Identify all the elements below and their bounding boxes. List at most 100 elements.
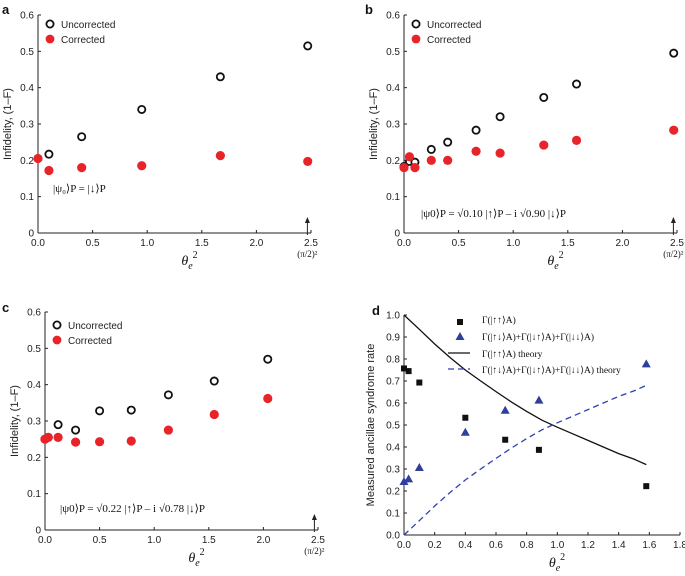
legend-label: Γ(|↑↑⟩A) theory: [482, 349, 543, 360]
legend-corrected-label: Corrected: [68, 336, 112, 347]
triangle-point: [460, 427, 470, 436]
x-tick-label: 2.5: [670, 238, 684, 249]
uncorrected-point: [669, 48, 679, 58]
legend-corrected-label: Corrected: [61, 35, 105, 46]
square-point: [502, 436, 509, 443]
y-tick-label: 0.7: [386, 377, 400, 388]
legend-uncorrected-symbol: [52, 320, 62, 330]
x-tick-label: 0.5: [93, 535, 107, 546]
y-tick-label: 0.4: [20, 83, 34, 94]
x-tick-label: 2.5: [311, 535, 325, 546]
uncorrected-point: [53, 420, 63, 430]
x-tick-label: 0.0: [397, 540, 411, 551]
uncorrected-point: [126, 405, 136, 415]
corrected-point: [426, 155, 436, 165]
uncorrected-point: [44, 149, 54, 159]
square-point: [416, 379, 423, 386]
x-tick-label: 1.6: [642, 540, 656, 551]
x-tick-label: 1.0: [147, 535, 161, 546]
x-axis-label: θe2: [181, 250, 197, 272]
legend-corrected-symbol: [45, 34, 55, 44]
legend-corrected-symbol: [411, 34, 421, 44]
y-tick-label: 0.4: [386, 443, 400, 454]
corrected-point: [443, 155, 453, 165]
uncorrected-point: [137, 104, 147, 114]
legend-corrected-symbol: [52, 335, 62, 345]
corrected-point: [495, 148, 505, 158]
theory-line-solid: [403, 314, 647, 466]
x-axis-label: θe2: [547, 250, 563, 272]
legend-square-symbol: [457, 319, 463, 325]
uncorrected-point: [263, 354, 273, 364]
panel-label: c: [2, 300, 9, 315]
legend-uncorrected-symbol: [45, 19, 55, 29]
corrected-point: [571, 135, 582, 145]
corrected-point: [53, 432, 63, 442]
panel-d: d 0.0 0.1 0.2 0.3 0.4 0.5 0.6 0.7 0.8 0.9 1.0 0.0 0.2…: [365, 303, 685, 574]
corrected-point: [33, 153, 43, 164]
y-tick-label: 0.1: [20, 192, 34, 203]
theory-line-dashed: [403, 384, 647, 536]
y-tick-label: 0.9: [386, 333, 400, 344]
triangle-point: [414, 462, 424, 471]
uncorrected-point: [163, 390, 173, 400]
legend-label: Γ(|↑↑⟩A): [482, 315, 516, 326]
x-tick-label: 0.6: [489, 540, 503, 551]
uncorrected-point: [209, 376, 219, 386]
uncorrected-point: [71, 425, 81, 435]
marker-label: (π/2)²: [304, 546, 325, 556]
corrected-point: [209, 409, 219, 420]
y-tick-label: 0: [394, 229, 400, 240]
x-tick-label: 0.5: [452, 238, 466, 249]
x-tick-label: 1.8: [673, 540, 685, 551]
x-tick-label: 0.0: [38, 535, 52, 546]
y-tick-label: 0.5: [20, 47, 34, 58]
legend-triangle-symbol: [455, 332, 465, 340]
corrected-point: [539, 140, 549, 150]
y-tick-label: 0.2: [386, 487, 400, 498]
x-tick-label: 1.2: [581, 540, 595, 551]
y-tick-label: 0.2: [386, 156, 400, 167]
triangle-point: [404, 474, 414, 483]
corrected-point: [410, 163, 420, 173]
x-tick-label: 1.0: [506, 238, 520, 249]
legend-label: Γ(|↑↓⟩A)+Γ(|↓↑⟩A)+Γ(|↓↓⟩A): [482, 332, 594, 343]
uncorrected-point: [443, 137, 453, 147]
state-label: |ψ₀⟩P = |↓⟩P: [53, 183, 106, 195]
x-axis-label: θe2: [188, 547, 204, 569]
corrected-point: [399, 163, 409, 173]
y-tick-label: 0.3: [386, 120, 400, 131]
y-tick-label: 0.5: [27, 344, 41, 355]
y-tick-label: 0: [35, 526, 41, 537]
triangle-point: [641, 359, 651, 368]
legend-uncorrected-symbol: [411, 19, 421, 29]
y-tick-label: 0: [28, 229, 34, 240]
panel-c: c 0 0.1 0.2 0.3 0.4 0.5 0.6 0.0 0.5 1.0 1.5 2.0 2.5 In…: [2, 300, 325, 569]
x-axis-label: θe2: [549, 552, 565, 574]
y-tick-label: 0.2: [27, 453, 41, 464]
corrected-point: [77, 163, 87, 173]
uncorrected-point: [539, 92, 549, 102]
x-tick-label: 2.0: [256, 535, 270, 546]
square-point: [401, 365, 407, 372]
uncorrected-point: [426, 144, 436, 154]
y-tick-label: 0.8: [386, 355, 400, 366]
y-tick-label: 0.5: [386, 421, 400, 432]
y-axis-label: Measured ancillae syndrome rate: [365, 344, 377, 507]
y-axis-label: Infidelity, (1–F): [9, 385, 21, 457]
x-tick-label: 0.0: [397, 238, 411, 249]
corrected-point: [215, 151, 225, 161]
x-tick-label: 0.5: [86, 238, 100, 249]
marker-label: (π/2)²: [297, 249, 318, 259]
corrected-point: [44, 165, 54, 176]
y-tick-label: 0.1: [27, 489, 41, 500]
uncorrected-point: [77, 132, 87, 142]
x-tick-label: 0.8: [520, 540, 534, 551]
y-axis-label: Infidelity, (1–F): [368, 88, 380, 160]
panel-label: d: [372, 303, 380, 318]
corrected-point: [126, 436, 136, 446]
y-tick-label: 0.3: [27, 417, 41, 428]
corrected-point: [43, 432, 53, 442]
legend-corrected-label: Corrected: [427, 35, 471, 46]
state-label: |ψ0⟩P = √0.10 |↑⟩P – i √0.90 |↓⟩P: [421, 208, 566, 220]
